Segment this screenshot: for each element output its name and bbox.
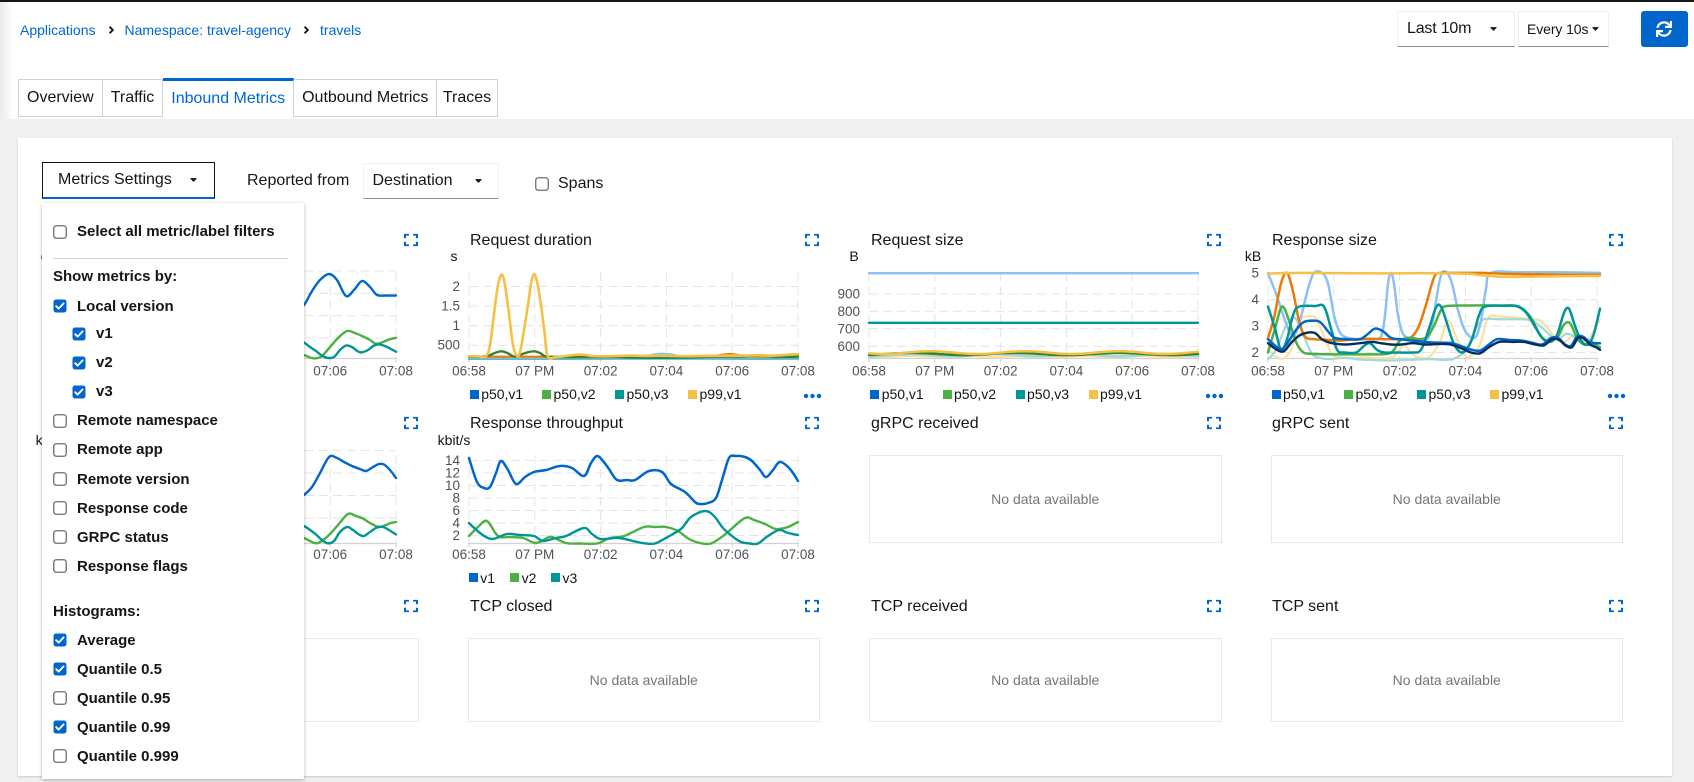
svg-text:07 PM: 07 PM (515, 364, 554, 379)
svg-text:500: 500 (437, 338, 460, 353)
svg-text:07:06: 07:06 (1514, 364, 1548, 379)
svg-text:1: 1 (452, 318, 460, 333)
svg-text:900: 900 (837, 287, 860, 302)
svg-text:07:04: 07:04 (650, 547, 684, 562)
svg-text:3: 3 (1251, 319, 1259, 334)
svg-text:07:08: 07:08 (781, 364, 815, 379)
svg-text:10: 10 (445, 478, 460, 493)
svg-text:07:06: 07:06 (715, 547, 749, 562)
svg-text:06:58: 06:58 (852, 364, 886, 379)
svg-text:07:02: 07:02 (1383, 364, 1417, 379)
svg-text:07:06: 07:06 (313, 364, 347, 379)
svg-text:07:08: 07:08 (379, 364, 413, 379)
svg-text:07:02: 07:02 (584, 364, 618, 379)
svg-text:07:08: 07:08 (1580, 364, 1614, 379)
svg-text:12: 12 (445, 466, 460, 481)
svg-text:07:04: 07:04 (650, 364, 684, 379)
svg-text:07 PM: 07 PM (515, 547, 554, 562)
svg-text:07 PM: 07 PM (915, 364, 954, 379)
svg-text:1.5: 1.5 (441, 299, 460, 314)
svg-text:07:02: 07:02 (584, 547, 618, 562)
svg-text:5: 5 (1251, 266, 1259, 281)
svg-text:07:06: 07:06 (1115, 364, 1149, 379)
svg-text:07:06: 07:06 (715, 364, 749, 379)
svg-text:800: 800 (837, 304, 860, 319)
svg-text:07:04: 07:04 (1449, 364, 1483, 379)
svg-text:07:08: 07:08 (781, 547, 815, 562)
svg-text:8: 8 (452, 491, 460, 506)
svg-text:4: 4 (452, 516, 460, 531)
svg-text:600: 600 (837, 339, 860, 354)
svg-text:6: 6 (452, 503, 460, 518)
svg-text:2: 2 (452, 528, 460, 543)
svg-text:700: 700 (837, 321, 860, 336)
svg-text:07:04: 07:04 (1050, 364, 1084, 379)
svg-text:06:58: 06:58 (452, 547, 486, 562)
svg-text:2: 2 (1251, 345, 1259, 360)
svg-text:07 PM: 07 PM (1314, 364, 1353, 379)
svg-text:07:06: 07:06 (313, 547, 347, 562)
svg-text:2: 2 (452, 279, 460, 294)
svg-text:07:08: 07:08 (379, 547, 413, 562)
svg-text:14: 14 (445, 453, 461, 468)
svg-text:4: 4 (1251, 292, 1259, 307)
svg-text:06:58: 06:58 (1251, 364, 1285, 379)
svg-text:07:02: 07:02 (984, 364, 1018, 379)
svg-text:06:58: 06:58 (452, 364, 486, 379)
svg-text:07:08: 07:08 (1181, 364, 1215, 379)
